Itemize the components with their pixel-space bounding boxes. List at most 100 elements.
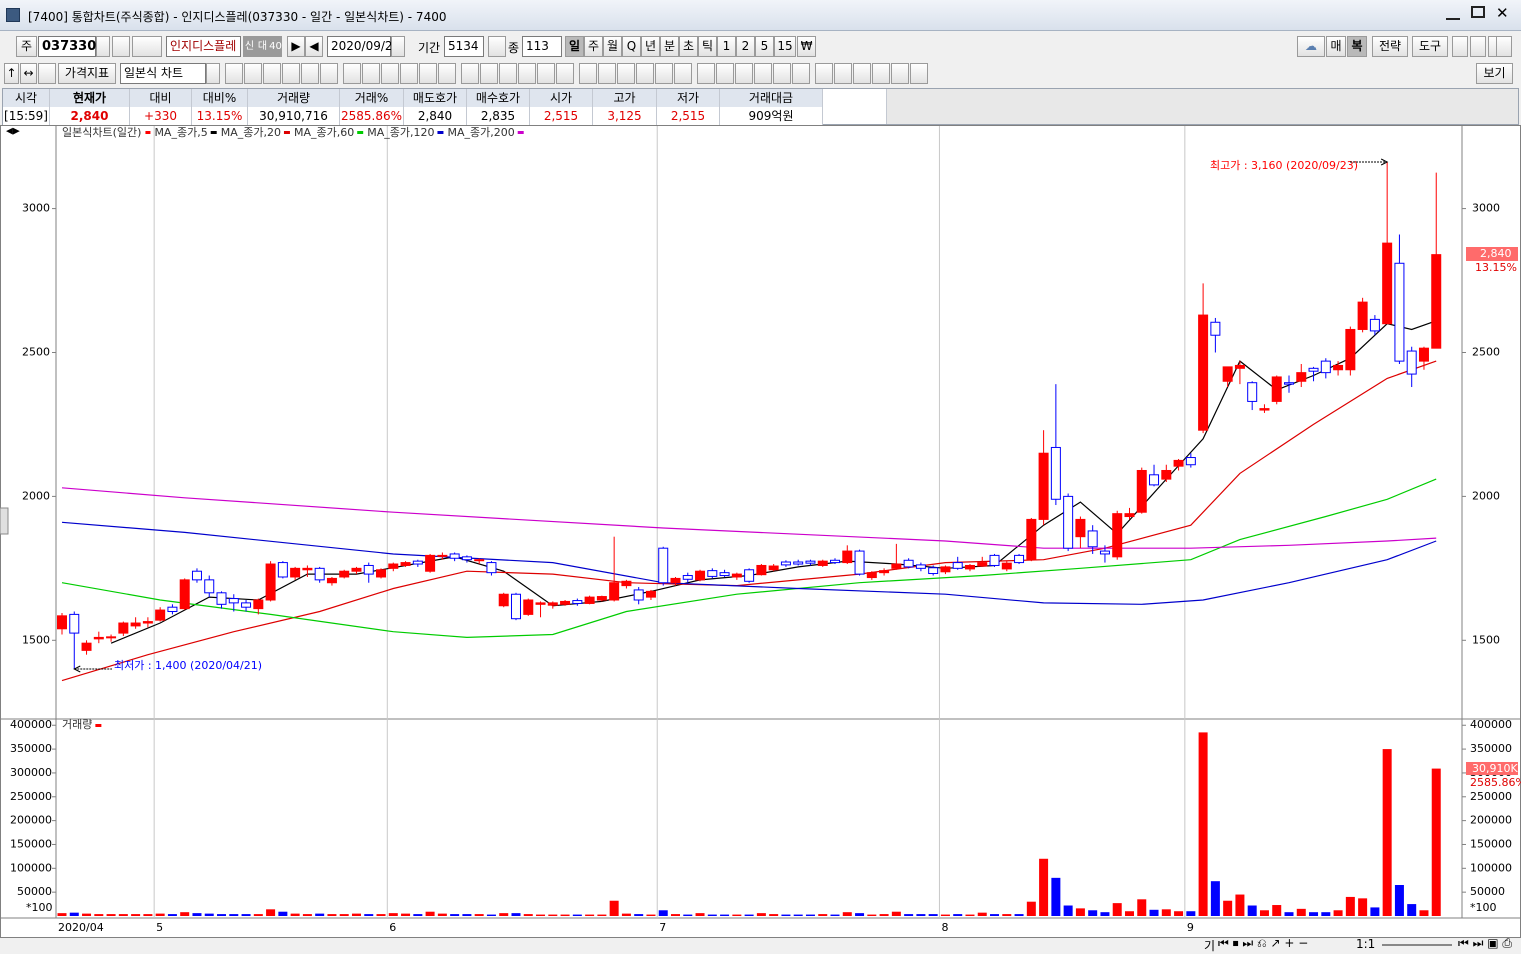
tool-button[interactable] (872, 63, 890, 84)
code-dropdown[interactable] (96, 36, 110, 57)
x-tick-label: 6 (389, 921, 396, 934)
interval-button[interactable]: 초 (679, 36, 698, 57)
candle-body (695, 570, 706, 581)
prev-button[interactable]: ◀ (305, 36, 323, 57)
chart-style-select[interactable]: 일본식 차트 (120, 63, 206, 84)
settings-button[interactable] (1496, 36, 1512, 57)
tool-button[interactable] (773, 63, 791, 84)
candle-body (376, 569, 387, 578)
edit-button[interactable] (38, 63, 56, 84)
x-tick-label: 2020/04 (58, 921, 104, 934)
right-button[interactable]: 매 (1326, 36, 1346, 57)
maximize-button[interactable] (1471, 6, 1485, 18)
tool-button[interactable] (301, 63, 319, 84)
period-input[interactable]: 5134 (444, 36, 484, 57)
candle-body (179, 579, 190, 610)
right-button[interactable]: 도구 (1412, 36, 1448, 57)
right-button[interactable]: 전략 (1372, 36, 1408, 57)
interval-button[interactable]: 15 (774, 36, 796, 57)
interval-button[interactable]: Q (622, 36, 641, 57)
interval-button[interactable]: 1 (717, 36, 736, 57)
tool-button[interactable] (343, 63, 361, 84)
interval-button[interactable]: 2 (736, 36, 755, 57)
volume-bar (683, 914, 693, 916)
tool-button[interactable] (438, 63, 456, 84)
cloud-button[interactable]: ☁ (1297, 36, 1325, 57)
tool-button[interactable] (655, 63, 673, 84)
interval-button[interactable]: 5 (755, 36, 774, 57)
interval-button[interactable]: 일 (565, 36, 584, 57)
tool-button[interactable] (735, 63, 753, 84)
tool-button[interactable] (282, 63, 300, 84)
side-tab[interactable] (0, 507, 9, 535)
candle-body (1124, 513, 1135, 518)
tool-button[interactable] (499, 63, 517, 84)
next-button[interactable]: ▶ (287, 36, 305, 57)
chart-style-dropdown[interactable] (206, 63, 220, 84)
date-dropdown[interactable] (391, 36, 405, 57)
tool-button[interactable] (891, 63, 909, 84)
tool-button[interactable] (792, 63, 810, 84)
interval-button[interactable]: 주 (584, 36, 603, 57)
tool-button[interactable] (716, 63, 734, 84)
end-buttons[interactable]: ⏮ ⏭ ▣ ⎙ (1458, 936, 1512, 950)
code-input[interactable]: 037330 (38, 36, 96, 57)
y-tick-label: 50000 (17, 885, 52, 898)
nav-buttons[interactable]: ⏮ ⏹ ⏭ ⎌ ↗ + − (1218, 936, 1309, 950)
candle-body (363, 564, 374, 575)
open-button[interactable] (1452, 36, 1468, 57)
search-button[interactable] (112, 36, 130, 57)
tool-button[interactable] (419, 63, 437, 84)
tool-button[interactable] (480, 63, 498, 84)
save-button[interactable] (1470, 36, 1486, 57)
interval-button[interactable]: ₩ (797, 36, 816, 57)
tool-button[interactable] (834, 63, 852, 84)
sort-button[interactable] (132, 36, 162, 57)
volume-bar (1063, 905, 1073, 916)
tool-button[interactable] (617, 63, 635, 84)
tool-button[interactable] (697, 63, 715, 84)
zoom-slider[interactable] (1382, 944, 1452, 946)
tool-button[interactable] (225, 63, 243, 84)
fit-button[interactable]: ↔ (20, 63, 37, 84)
tool-button[interactable] (244, 63, 262, 84)
up-button[interactable]: ↑ (4, 63, 19, 84)
volume-bar (769, 914, 779, 916)
volume-bar (315, 913, 325, 916)
tool-button[interactable] (815, 63, 833, 84)
volume-bar (1370, 907, 1380, 916)
tool-button[interactable] (579, 63, 597, 84)
tool-button[interactable] (320, 63, 338, 84)
tool-button[interactable] (461, 63, 479, 84)
tool-button[interactable] (537, 63, 555, 84)
minimize-button[interactable] (1446, 8, 1460, 20)
candle-body (326, 577, 337, 584)
view-button[interactable]: 보기 (1476, 63, 1513, 84)
tool-button[interactable] (674, 63, 692, 84)
interval-button[interactable]: 분 (660, 36, 679, 57)
tool-button[interactable] (754, 63, 772, 84)
tool-button[interactable] (636, 63, 654, 84)
lock-button[interactable] (488, 36, 506, 57)
tool-button[interactable] (518, 63, 536, 84)
tool-button[interactable] (400, 63, 418, 84)
tool-button[interactable] (598, 63, 616, 84)
count-input[interactable]: 113 (522, 36, 562, 57)
interval-button[interactable]: 년 (641, 36, 660, 57)
interval-button[interactable]: 틱 (698, 36, 717, 57)
right-button[interactable]: 복 (1347, 36, 1367, 57)
volume-bar (1186, 911, 1196, 916)
tool-button[interactable] (910, 63, 928, 84)
date-input[interactable]: 2020/09/29 (327, 36, 400, 57)
close-button[interactable]: ✕ (1496, 4, 1509, 22)
zoom-toggle[interactable]: ◀▶ (6, 127, 20, 137)
market-select[interactable]: 주 (16, 36, 37, 57)
interval-button[interactable]: 월 (603, 36, 622, 57)
tool-button[interactable] (853, 63, 871, 84)
tool-button[interactable] (362, 63, 380, 84)
table-cell: 13.15% (192, 107, 248, 125)
tool-button[interactable] (381, 63, 399, 84)
tool-button[interactable] (556, 63, 574, 84)
indicator-button[interactable]: 가격지표 (58, 63, 116, 84)
tool-button[interactable] (263, 63, 281, 84)
